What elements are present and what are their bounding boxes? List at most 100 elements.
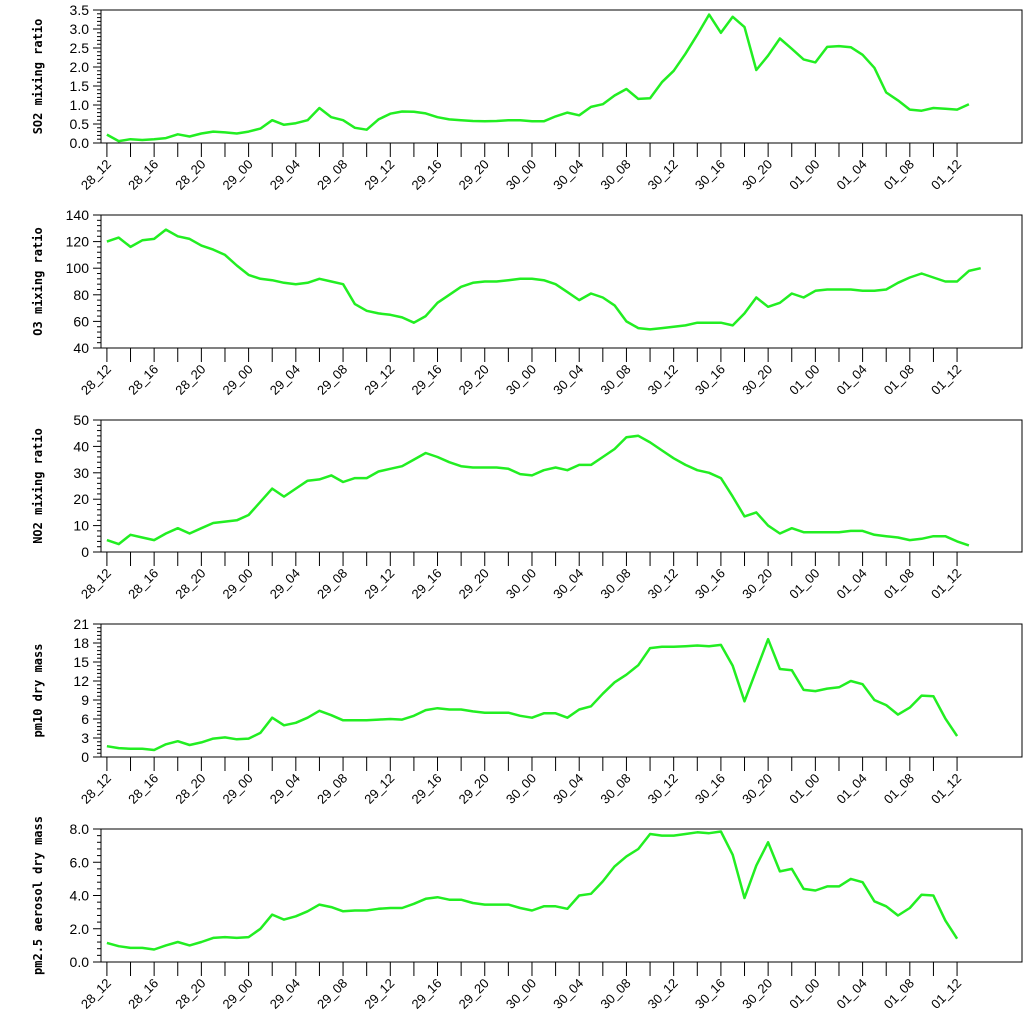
x-tick-label: 01_04 [834, 976, 870, 1012]
x-tick-label: 29_16 [408, 157, 444, 193]
x-tick-label: 30_00 [503, 771, 539, 807]
x-tick-label: 30_08 [597, 157, 633, 193]
y-axis-label: NO2 mixing ratio [31, 428, 45, 544]
x-tick-label: 30_20 [739, 362, 775, 398]
x-tick-label: 29_20 [456, 362, 492, 398]
x-tick-label: 30_12 [645, 157, 681, 193]
y-tick-label: 100 [66, 260, 90, 276]
x-tick-label: 29_00 [220, 566, 256, 602]
series-line [106, 228, 981, 331]
x-tick-label: 29_00 [220, 771, 256, 807]
y-tick-label: 3.5 [70, 2, 90, 18]
x-tick-label: 30_12 [645, 566, 681, 602]
x-tick-label: 28_16 [125, 566, 161, 602]
x-tick-label: 28_20 [172, 976, 208, 1012]
x-tick-label: 30_20 [739, 976, 775, 1012]
x-tick-label: 29_04 [267, 976, 303, 1012]
y-tick-label: 2.5 [70, 40, 90, 56]
y-tick-label: 0.0 [70, 135, 90, 151]
series-line [106, 830, 959, 951]
x-tick-label: 28_16 [125, 157, 161, 193]
x-tick-label: 30_20 [739, 157, 775, 193]
x-tick-label: 29_12 [361, 771, 397, 807]
x-tick-label: 28_20 [172, 771, 208, 807]
x-tick-label: 01_04 [834, 566, 870, 602]
x-tick-label: 30_08 [597, 976, 633, 1012]
plot-frame [100, 419, 1023, 553]
x-tick-label: 28_20 [172, 362, 208, 398]
y-tick-label: 12 [73, 673, 89, 689]
y-tick-label: 0.5 [70, 116, 90, 132]
x-tick-label: 28_12 [78, 976, 114, 1012]
series-line [106, 13, 970, 143]
x-tick-label: 30_04 [550, 362, 586, 398]
x-tick-label: 30_04 [550, 771, 586, 807]
x-tick-label: 29_16 [408, 976, 444, 1012]
y-tick-label: 9 [81, 692, 89, 708]
x-tick-label: 01_12 [928, 771, 964, 807]
y-tick-label: 8.0 [70, 821, 90, 837]
y-tick-label: 0 [81, 544, 89, 560]
plot-frame [100, 623, 1023, 758]
y-tick-label: 15 [73, 654, 89, 670]
x-tick-label: 29_00 [220, 976, 256, 1012]
x-tick-label: 30_00 [503, 362, 539, 398]
y-tick-label: 3.0 [70, 21, 90, 37]
y-axis-label: pm2.5 aerosol dry mass [31, 816, 45, 975]
x-tick-label: 30_16 [692, 566, 728, 602]
y-tick-label: 4.0 [70, 888, 90, 904]
y-tick-label: 21 [73, 616, 89, 632]
x-tick-label: 30_00 [503, 566, 539, 602]
x-tick-label: 28_16 [125, 771, 161, 807]
x-tick-label: 29_12 [361, 157, 397, 193]
series-line [106, 434, 970, 547]
x-tick-label: 30_12 [645, 771, 681, 807]
x-tick-label: 01_08 [881, 362, 917, 398]
y-axis-label: O3 mixing ratio [31, 227, 45, 335]
x-tick-label: 28_20 [172, 157, 208, 193]
y-tick-label: 6 [81, 711, 89, 727]
x-tick-label: 30_20 [739, 566, 775, 602]
y-tick-label: 10 [73, 518, 89, 534]
x-tick-label: 30_16 [692, 976, 728, 1012]
y-tick-label: 30 [73, 465, 89, 481]
y-tick-label: 120 [66, 234, 90, 250]
x-tick-label: 28_12 [78, 362, 114, 398]
x-tick-label: 30_16 [692, 362, 728, 398]
x-tick-label: 29_04 [267, 362, 303, 398]
x-tick-label: 29_08 [314, 157, 350, 193]
x-tick-label: 01_00 [786, 771, 822, 807]
y-tick-label: 0 [81, 749, 89, 765]
x-tick-label: 29_20 [456, 157, 492, 193]
y-tick-label: 40 [73, 340, 89, 356]
y-tick-label: 20 [73, 491, 89, 507]
x-tick-label: 30_08 [597, 362, 633, 398]
x-tick-label: 01_12 [928, 157, 964, 193]
x-tick-label: 01_00 [786, 566, 822, 602]
x-tick-label: 01_12 [928, 566, 964, 602]
y-axis-label: SO2 mixing ratio [31, 19, 45, 135]
x-tick-label: 29_12 [361, 362, 397, 398]
x-tick-label: 29_12 [361, 976, 397, 1012]
chart-panel-2: 40 60 80 100 120 140 O3 mixing ratio 28_12 28_16… [31, 207, 1023, 398]
x-tick-label: 30_04 [550, 976, 586, 1012]
y-tick-label: 1.5 [70, 78, 90, 94]
x-tick-label: 29_16 [408, 771, 444, 807]
x-tick-label: 01_04 [834, 362, 870, 398]
x-tick-label: 30_00 [503, 157, 539, 193]
series-line [106, 637, 959, 752]
x-tick-label: 29_00 [220, 362, 256, 398]
x-tick-label: 30_12 [645, 362, 681, 398]
x-tick-label: 29_04 [267, 771, 303, 807]
x-tick-label: 30_20 [739, 771, 775, 807]
x-tick-label: 29_08 [314, 362, 350, 398]
x-tick-label: 30_16 [692, 157, 728, 193]
plot-frame [100, 828, 1023, 963]
x-tick-label: 29_20 [456, 566, 492, 602]
y-axis-label: pm10 dry mass [31, 644, 45, 738]
plot-frame [100, 214, 1023, 349]
x-tick-label: 28_20 [172, 566, 208, 602]
x-tick-label: 29_04 [267, 157, 303, 193]
x-tick-label: 30_04 [550, 157, 586, 193]
chart-panel-3: 0 10 20 30 40 50 NO2 mixing ratio 28_12 28_16 28_… [31, 412, 1023, 602]
